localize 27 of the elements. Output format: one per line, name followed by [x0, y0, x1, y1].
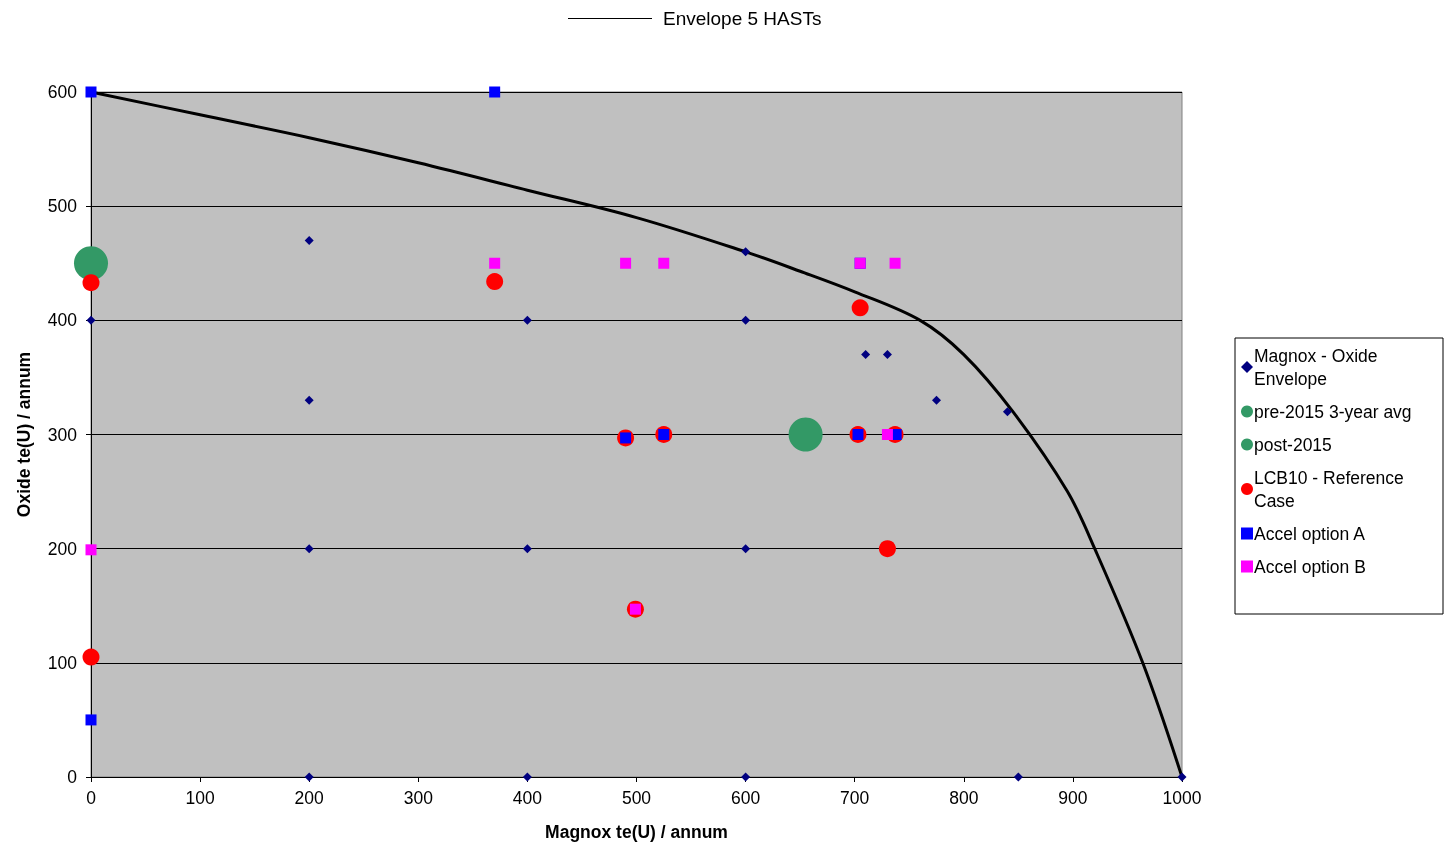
- x-tick-label: 1000: [1162, 788, 1202, 808]
- legend-label: Accel option A: [1254, 523, 1366, 544]
- y-tick-label: 100: [47, 652, 78, 673]
- y-tick-label: 200: [47, 538, 78, 559]
- x-axis-title: Magnox te(U) / annum: [545, 822, 728, 842]
- y-axis-title: Oxide te(U) / annum: [14, 351, 34, 518]
- y-tick-label: 300: [47, 424, 78, 445]
- x-tick-label: 700: [840, 788, 870, 808]
- x-tick-label: 600: [731, 788, 761, 808]
- x-tick-label: 300: [403, 788, 434, 808]
- x-tick-label: 400: [512, 788, 543, 808]
- legend-label: Accel option B: [1254, 556, 1366, 577]
- legend-label: pre-2015 3-year avg: [1254, 401, 1412, 422]
- x-tick-label: 500: [621, 788, 652, 808]
- y-tick-label: 600: [47, 82, 78, 102]
- legend-label: Magnox - Oxide Envelope: [1254, 345, 1383, 389]
- legend-label: LCB10 - Reference Case: [1254, 467, 1409, 511]
- y-tick-label: 0: [67, 767, 78, 787]
- x-tick-label: 800: [949, 788, 979, 808]
- legend-label: Envelope 5 HASTs: [663, 8, 822, 29]
- x-tick-label: 200: [294, 788, 325, 808]
- y-tick-label: 500: [47, 196, 78, 217]
- x-tick-label: 0: [86, 788, 97, 808]
- x-tick-label: 100: [185, 788, 215, 808]
- legend-label: post-2015: [1254, 434, 1332, 455]
- x-tick-label: 900: [1058, 788, 1088, 808]
- y-tick-label: 400: [47, 310, 78, 331]
